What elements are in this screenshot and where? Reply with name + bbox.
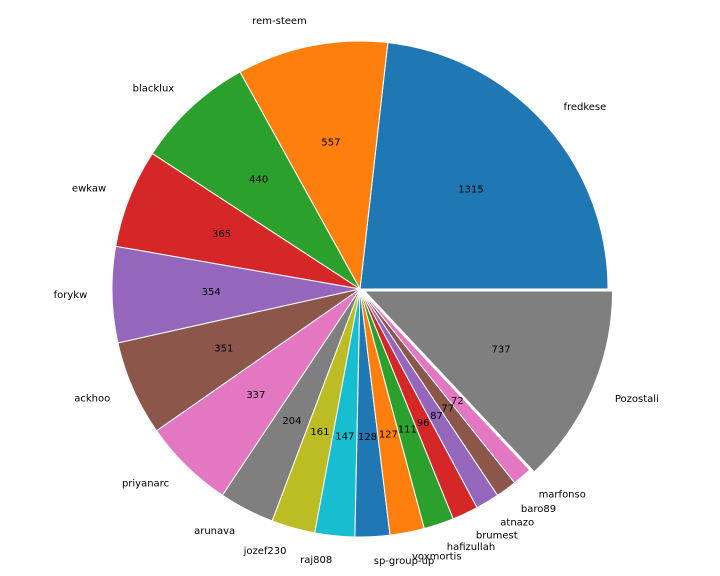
value-label-raj808: 147: [335, 432, 354, 443]
value-label-marfonso: 72: [451, 396, 464, 407]
value-label-arunava: 204: [282, 416, 301, 427]
slice-label-voxmortis: voxmortis: [412, 551, 462, 562]
value-label-pozostali: 737: [492, 345, 511, 356]
slice-label-hafizullah: hafizullah: [447, 542, 495, 553]
slice-label-brumest: brumest: [476, 530, 518, 541]
value-label-ackhoo: 351: [214, 343, 233, 354]
value-label-brumest: 96: [417, 418, 430, 429]
value-label-sp-group-up: 128: [358, 432, 377, 443]
value-label-hafizullah: 111: [398, 425, 417, 436]
slice-label-atnazo: atnazo: [500, 517, 534, 528]
slice-label-pozostali: Pozostali: [615, 394, 659, 405]
value-label-forykw: 354: [202, 287, 221, 298]
value-label-fredkese: 1315: [458, 184, 483, 195]
value-label-voxmortis: 127: [379, 430, 398, 441]
slice-label-marfonso: marfonso: [539, 490, 586, 501]
slice-label-fredkese: fredkese: [563, 102, 606, 113]
slice-label-ackhoo: ackhoo: [74, 393, 110, 404]
pie-slice-rem-steem: [239, 40, 389, 290]
value-label-atnazo: 87: [430, 411, 443, 422]
slice-label-forykw: forykw: [54, 290, 88, 301]
pie-slice-blacklux: [151, 71, 361, 290]
slice-label-ewkaw: ewkaw: [72, 183, 106, 194]
value-label-jozef230: 161: [310, 427, 329, 438]
slice-label-blacklux: blacklux: [133, 84, 175, 95]
slice-label-baro89: baro89: [521, 504, 556, 515]
slice-label-arunava: arunava: [194, 526, 235, 537]
value-label-ewkaw: 365: [212, 229, 231, 240]
slice-label-raj808: raj808: [300, 555, 332, 566]
pie-value-labels: 1315 557 440 365 354 351 337 204 161 147 128 127 111…: [202, 138, 511, 444]
slice-label-priyanarc: priyanarc: [122, 478, 169, 489]
value-label-priyanarc: 337: [246, 390, 265, 401]
slice-label-jozef230: jozef230: [243, 546, 287, 557]
value-label-blacklux: 440: [249, 175, 268, 186]
slice-label-rem-steem: rem-steem: [252, 16, 307, 27]
slice-label-sp-group-up: sp-group-up: [374, 556, 435, 567]
pie-slice-pozostali: [364, 290, 614, 473]
pie-slice-marfonso: [359, 288, 531, 484]
value-label-rem-steem: 557: [321, 138, 340, 149]
pie-outer-labels: fredkese rem-steem blacklux ewkaw forykw ackh…: [54, 16, 659, 567]
value-label-baro89: 77: [441, 404, 454, 415]
pie-slices: [111, 40, 614, 538]
pie-slice-fredkese: [359, 42, 609, 290]
